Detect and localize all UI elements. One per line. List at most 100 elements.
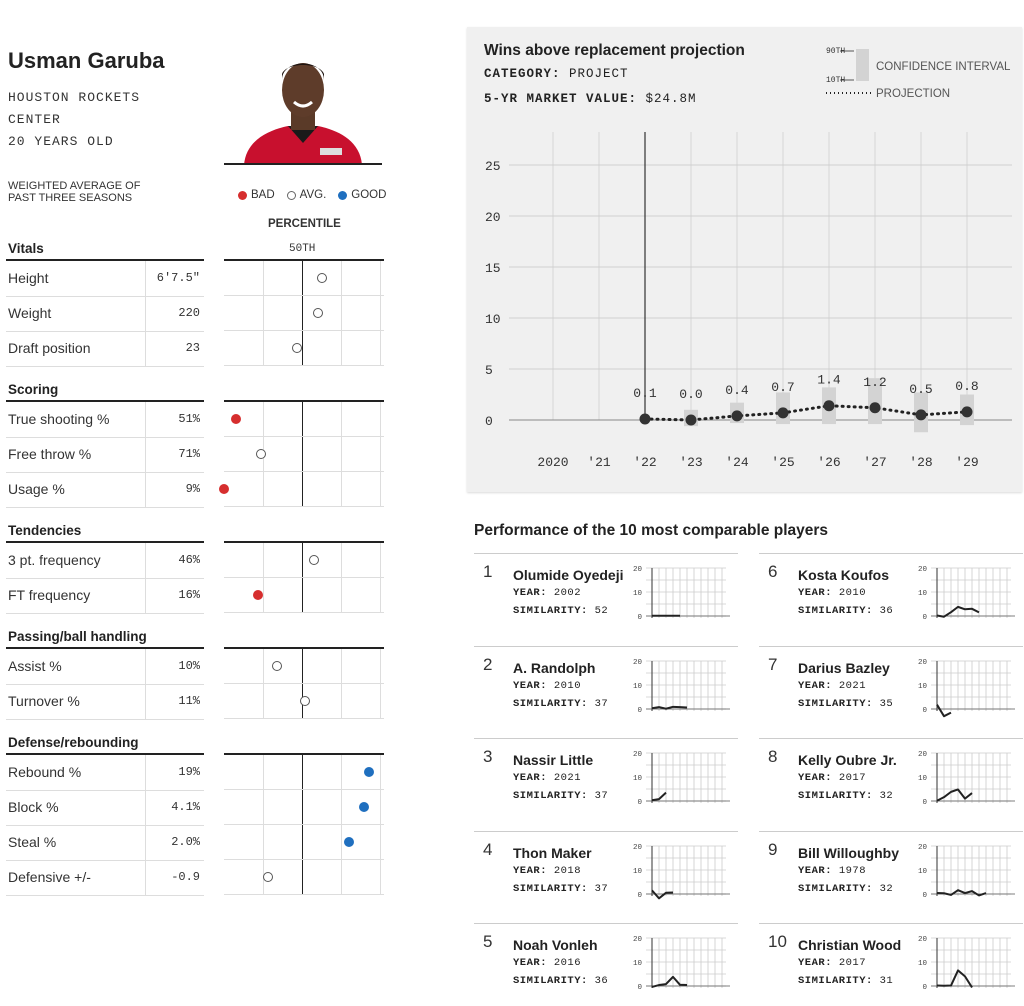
comparable-similarity: SIMILARITY: 32 [798, 883, 893, 895]
percentile-cell [224, 402, 384, 437]
comparable-player-card: 6 Kosta Koufos YEAR: 2010 SIMILARITY: 36 20 1… [759, 553, 1023, 634]
median-line [302, 578, 303, 612]
year-label: YEAR: [798, 957, 833, 969]
similarity-value: 31 [879, 975, 894, 987]
y-tick-label: 15 [485, 261, 501, 276]
projection-value-label: 0.5 [909, 382, 932, 397]
spark-line [651, 975, 688, 988]
stat-value: 71% [178, 447, 200, 461]
grid-line [380, 684, 381, 718]
projection-value-label: 0.1 [633, 386, 657, 401]
comparable-name: Olumide Oyedeji [513, 567, 624, 583]
percentile-dot [309, 555, 320, 565]
y-tick-label: 10 [485, 312, 501, 327]
category-label: CATEGORY: [484, 67, 561, 81]
ci-legend-swatch [856, 49, 869, 81]
spark-line [936, 888, 987, 896]
similarity-label: SIMILARITY: [798, 605, 873, 617]
comparable-year: YEAR: 2010 [798, 587, 866, 599]
spark-line [651, 791, 667, 802]
player-age: 20 YEARS OLD [8, 134, 114, 149]
median-line [302, 825, 303, 859]
stat-label: Height [8, 270, 49, 286]
grid-line [341, 860, 342, 894]
projection-point [777, 407, 789, 419]
stat-label: Draft position [8, 340, 91, 356]
stat-value: 9% [185, 482, 200, 496]
grid-line [341, 261, 342, 295]
grid-line [341, 543, 342, 577]
median-line [302, 543, 303, 577]
comparable-name: Nassir Little [513, 752, 594, 768]
stat-value: 46% [178, 553, 200, 567]
percentile-title: PERCENTILE [268, 218, 341, 230]
grid-line [380, 825, 381, 859]
war-title: Wins above replacement projection [484, 42, 745, 59]
year-value: 2018 [553, 864, 582, 877]
year-value: 2010 [553, 679, 582, 692]
percentile-dot [231, 414, 242, 424]
percentile-grid-rule [224, 400, 384, 402]
grid-line [341, 472, 342, 506]
grid-line [341, 790, 342, 824]
stat-value: 220 [178, 306, 200, 320]
comparable-rank: 6 [768, 562, 778, 581]
y-tick-label: 5 [485, 363, 493, 378]
grid-line [341, 296, 342, 330]
comparable-rank: 7 [768, 654, 778, 674]
grid-line [380, 296, 381, 330]
x-tick-label: '29 [955, 455, 978, 470]
percentile-dot [219, 484, 229, 494]
comparable-name: Noah Vonleh [513, 937, 598, 953]
stat-label: Block % [8, 799, 59, 815]
spark-tick-label: 20 [918, 751, 928, 759]
similarity-label: SIMILARITY: [513, 790, 588, 802]
section-rule [6, 541, 204, 543]
player-team: HOUSTON ROCKETS [8, 90, 141, 105]
stat-row: 3 pt. frequency 46% [6, 543, 204, 579]
stat-divider [145, 649, 146, 684]
stat-value: 19% [178, 765, 200, 779]
spark-tick-label: 10 [633, 960, 643, 968]
grid-line [380, 860, 381, 894]
grid-line [380, 437, 381, 471]
similarity-label: SIMILARITY: [798, 882, 873, 895]
stat-label: Free throw % [8, 446, 92, 462]
grid-line [263, 790, 264, 824]
year-label: YEAR: [513, 864, 548, 877]
projection-point [685, 414, 697, 426]
similarity-label: SIMILARITY: [513, 697, 588, 710]
projection-value-label: 0.8 [955, 379, 978, 394]
percentile-dot [300, 696, 311, 706]
percentile-dot [253, 590, 264, 600]
y-tick-label: 0 [485, 414, 493, 429]
category-value: PROJECT [569, 67, 629, 81]
comparable-year: YEAR: 2016 [513, 957, 581, 969]
grid-line [263, 649, 264, 683]
year-value: 1978 [838, 864, 867, 877]
comparable-name: Kosta Koufos [798, 567, 889, 583]
percentile-grid-rule [224, 753, 384, 755]
grid-line [263, 402, 264, 436]
comparable-player-card: 7 Darius Bazley YEAR: 2021 SIMILARITY: 35 20… [759, 645, 1023, 727]
year-value: 2016 [553, 957, 582, 969]
similarity-value: 35 [879, 697, 894, 710]
x-tick-label: '23 [679, 455, 702, 470]
stat-label: Steal % [8, 834, 57, 850]
percentile-dot [292, 343, 303, 353]
y-tick-label: 20 [485, 210, 501, 225]
percentile-cell [224, 437, 384, 472]
stat-row: Weight 220 [6, 296, 204, 332]
spark-tick-label: 20 [633, 751, 643, 759]
year-label: YEAR: [513, 587, 548, 599]
comparable-name: Kelly Oubre Jr. [798, 752, 897, 768]
confidence-interval-bar [868, 378, 882, 425]
spark-tick-label: 0 [922, 892, 927, 900]
projection-point [869, 402, 881, 414]
percentile-cell [224, 261, 384, 296]
stat-divider [145, 825, 146, 860]
comparable-player-card: 4 Thon Maker YEAR: 2018 SIMILARITY: 37 20 10 0 [474, 830, 738, 912]
grid-line [380, 578, 381, 612]
comparable-year: YEAR: 1978 [798, 865, 866, 877]
legend-bad: BAD [251, 189, 275, 201]
